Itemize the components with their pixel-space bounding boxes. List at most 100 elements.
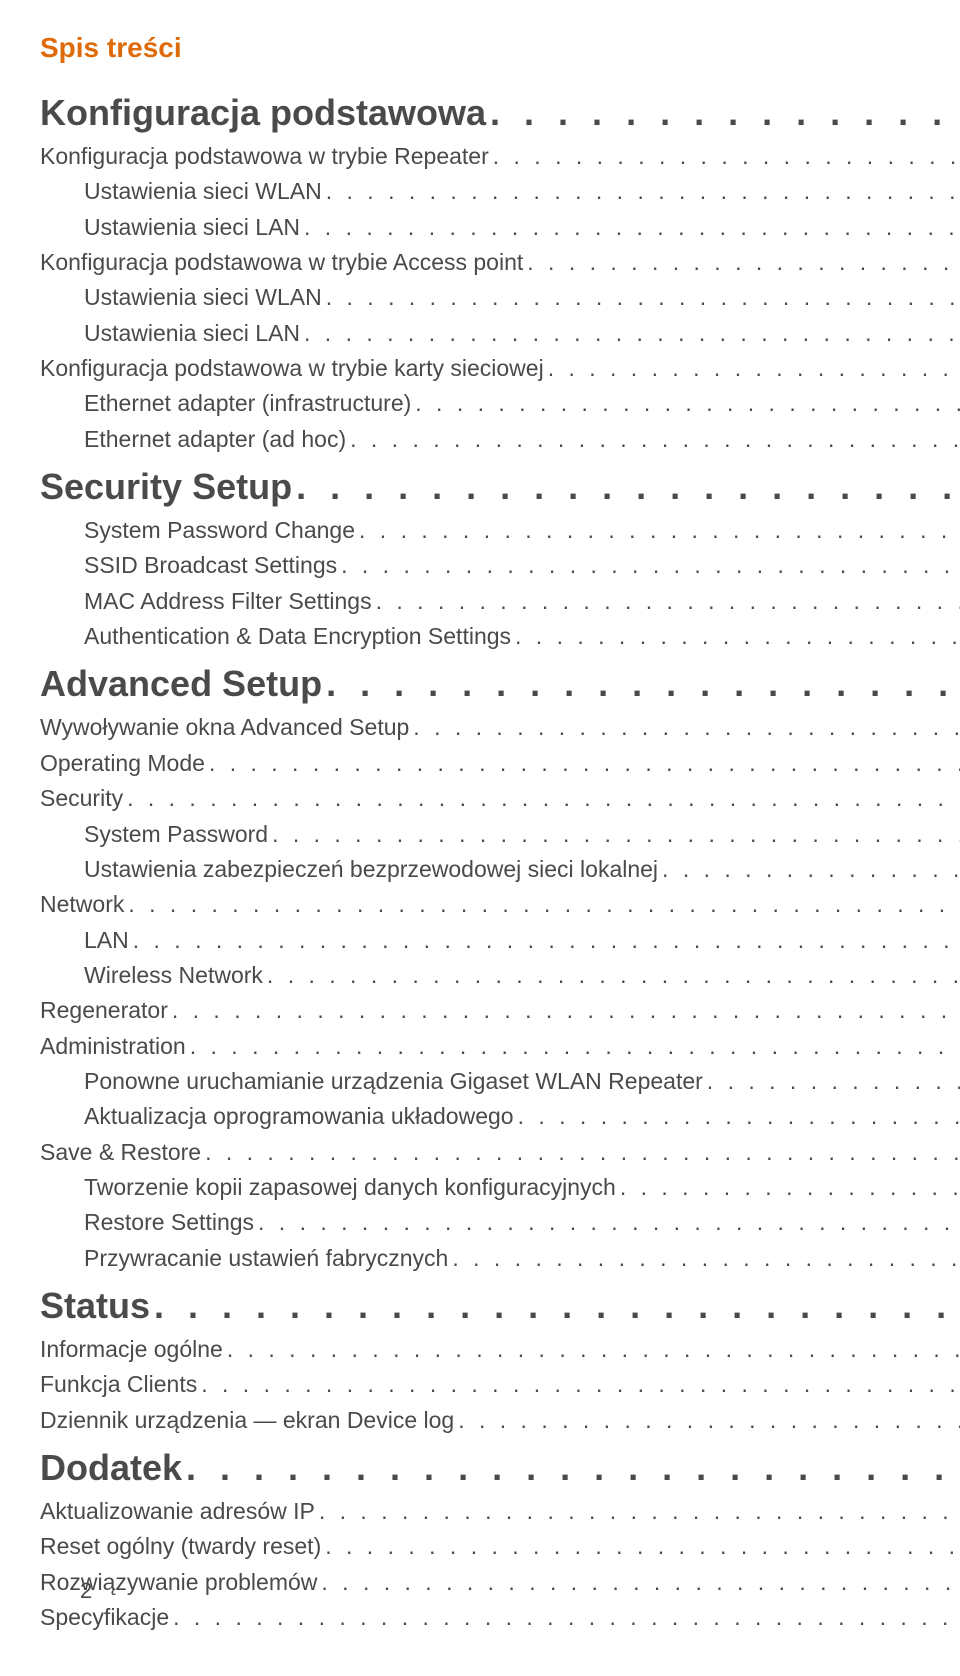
- toc-entry[interactable]: Tworzenie kopii zapasowej danych konfigu…: [84, 1171, 960, 1204]
- toc-entry[interactable]: Reset ogólny (twardy reset). . . . . . .…: [40, 1530, 960, 1563]
- toc-entry[interactable]: Advanced Setup. . . . . . . . . . . . . …: [40, 663, 960, 705]
- toc-entry[interactable]: Konfiguracja podstawowa w trybie Access …: [40, 246, 960, 279]
- toc-entry-label: Security Setup: [40, 466, 292, 508]
- toc-dot-leader: . . . . . . . . . . . . . . . . . . . . …: [168, 994, 960, 1027]
- toc-dot-leader: . . . . . . . . . . . . . . . . . . . . …: [254, 1206, 960, 1239]
- toc-entry[interactable]: Network. . . . . . . . . . . . . . . . .…: [40, 888, 960, 921]
- toc-entry[interactable]: Regenerator. . . . . . . . . . . . . . .…: [40, 994, 960, 1027]
- toc-entry[interactable]: Specyfikacje. . . . . . . . . . . . . . …: [40, 1601, 960, 1634]
- toc-entry[interactable]: Authentication & Data Encryption Setting…: [84, 620, 960, 653]
- toc-entry-label: Authentication & Data Encryption Setting…: [84, 620, 511, 653]
- toc-entry[interactable]: Wywoływanie okna Advanced Setup. . . . .…: [40, 711, 960, 744]
- toc-entry[interactable]: System Password Change. . . . . . . . . …: [84, 514, 960, 547]
- toc-dot-leader: . . . . . . . . . . . . . . . . . . . . …: [322, 175, 960, 208]
- toc-dot-leader: . . . . . . . . . . . . . . . . . . . . …: [223, 1333, 960, 1366]
- toc-dot-leader: . . . . . . . . . . . . . . . . . . . . …: [511, 620, 960, 653]
- toc-entry[interactable]: Ustawienia sieci WLAN. . . . . . . . . .…: [84, 281, 960, 314]
- toc-entry[interactable]: Wireless Network. . . . . . . . . . . . …: [84, 959, 960, 992]
- toc-dot-leader: . . . . . . . . . . . . . . . . . . . . …: [448, 1242, 960, 1275]
- toc-entry[interactable]: Save & Restore. . . . . . . . . . . . . …: [40, 1136, 960, 1169]
- toc-entry-label: Funkcja Clients: [40, 1368, 197, 1401]
- toc-dot-leader: . . . . . . . . . . . . . . . . . . . . …: [124, 888, 960, 921]
- toc-dot-leader: . . . . . . . . . . . . . . . . . . . . …: [658, 853, 960, 886]
- toc-entry[interactable]: Restore Settings. . . . . . . . . . . . …: [84, 1206, 960, 1239]
- toc-dot-leader: . . . . . . . . . . . . . . . . . . . . …: [337, 549, 960, 582]
- toc-dot-leader: . . . . . . . . . . . . . . . . . . . . …: [129, 924, 960, 957]
- toc-entry[interactable]: Konfiguracja podstawowa. . . . . . . . .…: [40, 92, 960, 134]
- toc-dot-leader: . . . . . . . . . . . . . . . . . . . . …: [411, 387, 960, 420]
- toc-entry-label: Dodatek: [40, 1447, 182, 1489]
- toc-dot-leader: . . . . . . . . . . . . . . . . . . . . …: [150, 1285, 960, 1327]
- toc-dot-leader: . . . . . . . . . . . . . . . . . . . . …: [514, 1100, 960, 1133]
- toc-entry-label: Przywracanie ustawień fabrycznych: [84, 1242, 448, 1275]
- toc-dot-leader: . . . . . . . . . . . . . . . . . . . . …: [544, 352, 960, 385]
- toc-entry[interactable]: LAN. . . . . . . . . . . . . . . . . . .…: [84, 924, 960, 957]
- toc-dot-leader: . . . . . . . . . . . . . . . . . . . . …: [703, 1065, 960, 1098]
- toc-entry[interactable]: Ustawienia sieci LAN. . . . . . . . . . …: [84, 211, 960, 244]
- toc-dot-leader: . . . . . . . . . . . . . . . . . . . . …: [322, 281, 960, 314]
- toc-dot-leader: . . . . . . . . . . . . . . . . . . . . …: [197, 1368, 960, 1401]
- toc-entry-label: Restore Settings: [84, 1206, 254, 1239]
- toc-entry[interactable]: Ustawienia sieci LAN. . . . . . . . . . …: [84, 317, 960, 350]
- page-header-title: Spis treści: [40, 32, 960, 64]
- toc-entry-label: Konfiguracja podstawowa w trybie Access …: [40, 246, 523, 279]
- toc-entry[interactable]: Status. . . . . . . . . . . . . . . . . …: [40, 1285, 960, 1327]
- toc-entry-label: Konfiguracja podstawowa w trybie Repeate…: [40, 140, 489, 173]
- toc-entry[interactable]: Security Setup. . . . . . . . . . . . . …: [40, 466, 960, 508]
- toc-dot-leader: . . . . . . . . . . . . . . . . . . . . …: [268, 818, 960, 851]
- toc-entry-label: MAC Address Filter Settings: [84, 585, 372, 618]
- toc-entry[interactable]: Ustawienia zabezpieczeń bezprzewodowej s…: [84, 853, 960, 886]
- toc-entry-label: Ustawienia zabezpieczeń bezprzewodowej s…: [84, 853, 658, 886]
- toc-entry-label: Regenerator: [40, 994, 168, 1027]
- toc-entry-label: Status: [40, 1285, 150, 1327]
- toc-dot-leader: . . . . . . . . . . . . . . . . . . . . …: [315, 1495, 960, 1528]
- toc-entry[interactable]: System Password. . . . . . . . . . . . .…: [84, 818, 960, 851]
- toc-entry-label: Ustawienia sieci WLAN: [84, 281, 322, 314]
- toc-entry[interactable]: Przywracanie ustawień fabrycznych. . . .…: [84, 1242, 960, 1275]
- toc-entry-label: Wywoływanie okna Advanced Setup: [40, 711, 409, 744]
- toc-dot-leader: . . . . . . . . . . . . . . . . . . . . …: [317, 1566, 960, 1599]
- toc-entry[interactable]: Ponowne uruchamianie urządzenia Gigaset …: [84, 1065, 960, 1098]
- toc-entry-label: Operating Mode: [40, 747, 205, 780]
- toc-entry[interactable]: Aktualizowanie adresów IP. . . . . . . .…: [40, 1495, 960, 1528]
- toc-dot-leader: . . . . . . . . . . . . . . . . . . . . …: [169, 1601, 960, 1634]
- toc-entry-label: Ethernet adapter (infrastructure): [84, 387, 411, 420]
- toc-entry-label: Specyfikacje: [40, 1601, 169, 1634]
- toc-dot-leader: . . . . . . . . . . . . . . . . . . . . …: [300, 211, 960, 244]
- toc-dot-leader: . . . . . . . . . . . . . . . . . . . . …: [355, 514, 960, 547]
- toc-entry-label: Ponowne uruchamianie urządzenia Gigaset …: [84, 1065, 703, 1098]
- toc-entry[interactable]: Dodatek. . . . . . . . . . . . . . . . .…: [40, 1447, 960, 1489]
- toc-entry[interactable]: Aktualizacja oprogramowania układowego. …: [84, 1100, 960, 1133]
- toc-entry-label: Konfiguracja podstawowa w trybie karty s…: [40, 352, 544, 385]
- toc-entry-label: Aktualizowanie adresów IP: [40, 1495, 315, 1528]
- toc-entry[interactable]: Konfiguracja podstawowa w trybie Repeate…: [40, 140, 960, 173]
- toc-entry[interactable]: Dziennik urządzenia — ekran Device log. …: [40, 1404, 960, 1437]
- toc-entry-label: Advanced Setup: [40, 663, 322, 705]
- toc-entry[interactable]: Ethernet adapter (infrastructure). . . .…: [84, 387, 960, 420]
- toc-entry[interactable]: SSID Broadcast Settings. . . . . . . . .…: [84, 549, 960, 582]
- toc-entry[interactable]: Funkcja Clients. . . . . . . . . . . . .…: [40, 1368, 960, 1401]
- toc-entry[interactable]: Rozwiązywanie problemów. . . . . . . . .…: [40, 1566, 960, 1599]
- toc-dot-leader: . . . . . . . . . . . . . . . . . . . . …: [409, 711, 960, 744]
- toc-entry[interactable]: Operating Mode. . . . . . . . . . . . . …: [40, 747, 960, 780]
- toc-entry[interactable]: Ustawienia sieci WLAN. . . . . . . . . .…: [84, 175, 960, 208]
- toc-entry-label: Informacje ogólne: [40, 1333, 223, 1366]
- toc-entry[interactable]: Administration. . . . . . . . . . . . . …: [40, 1030, 960, 1063]
- toc-entry-label: Network: [40, 888, 124, 921]
- toc-entry-label: Dziennik urządzenia — ekran Device log: [40, 1404, 454, 1437]
- toc-dot-leader: . . . . . . . . . . . . . . . . . . . . …: [123, 782, 960, 815]
- toc-entry-label: Aktualizacja oprogramowania układowego: [84, 1100, 514, 1133]
- toc-entry-label: Administration: [40, 1030, 186, 1063]
- toc-dot-leader: . . . . . . . . . . . . . . . . . . . . …: [372, 585, 960, 618]
- toc-dot-leader: . . . . . . . . . . . . . . . . . . . . …: [321, 1530, 960, 1563]
- toc-entry[interactable]: MAC Address Filter Settings. . . . . . .…: [84, 585, 960, 618]
- toc-entry[interactable]: Ethernet adapter (ad hoc). . . . . . . .…: [84, 423, 960, 456]
- toc-entry-label: Save & Restore: [40, 1136, 201, 1169]
- toc-entry[interactable]: Konfiguracja podstawowa w trybie karty s…: [40, 352, 960, 385]
- toc-entry[interactable]: Informacje ogólne. . . . . . . . . . . .…: [40, 1333, 960, 1366]
- toc-dot-leader: . . . . . . . . . . . . . . . . . . . . …: [489, 140, 960, 173]
- toc-entry-label: Konfiguracja podstawowa: [40, 92, 486, 134]
- toc-entry-label: Ustawienia sieci LAN: [84, 211, 300, 244]
- toc-entry[interactable]: Security. . . . . . . . . . . . . . . . …: [40, 782, 960, 815]
- toc-dot-leader: . . . . . . . . . . . . . . . . . . . . …: [486, 92, 960, 134]
